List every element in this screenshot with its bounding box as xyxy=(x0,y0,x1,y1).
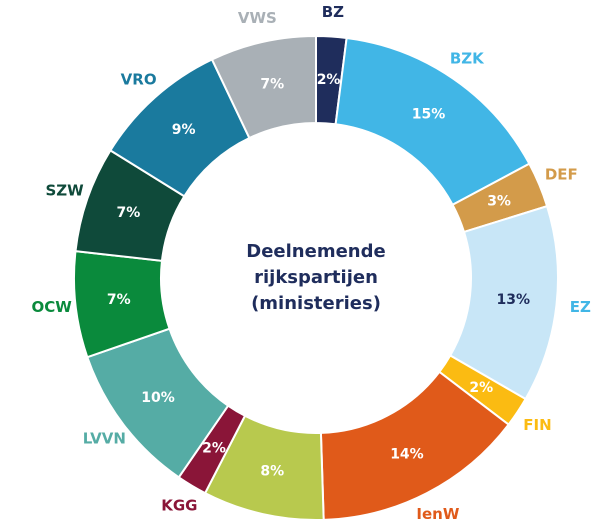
category-label: KGG xyxy=(161,497,197,515)
center-title: (ministeries) xyxy=(251,293,381,314)
category-label: DEF xyxy=(545,166,578,184)
category-label: LVVN xyxy=(83,430,126,448)
value-label: 8% xyxy=(260,464,284,480)
category-label: VRO xyxy=(121,70,157,88)
value-label: 10% xyxy=(141,390,175,406)
value-label: 7% xyxy=(260,76,284,92)
category-label: OCW xyxy=(31,298,72,316)
value-label: 7% xyxy=(107,292,131,308)
value-label: 2% xyxy=(317,72,341,88)
value-label: 3% xyxy=(487,193,511,209)
category-label: EZ xyxy=(570,298,591,316)
category-label: IenW xyxy=(416,505,459,523)
value-label: 2% xyxy=(469,380,493,396)
center-title: Deelnemende xyxy=(246,241,385,262)
value-label: 13% xyxy=(497,292,531,308)
value-label: 9% xyxy=(172,122,196,138)
category-label: BZK xyxy=(450,49,485,67)
center-title: rijkspartijen xyxy=(254,267,378,288)
category-label: SZW xyxy=(46,181,85,199)
value-label: 7% xyxy=(117,205,141,221)
category-label: FIN xyxy=(523,416,551,434)
category-label: BZ xyxy=(322,3,344,21)
donut-segment xyxy=(210,34,317,140)
category-label: VWS xyxy=(238,9,277,27)
value-label: 15% xyxy=(412,107,446,123)
value-label: 14% xyxy=(390,446,424,462)
value-label: 2% xyxy=(202,440,226,456)
